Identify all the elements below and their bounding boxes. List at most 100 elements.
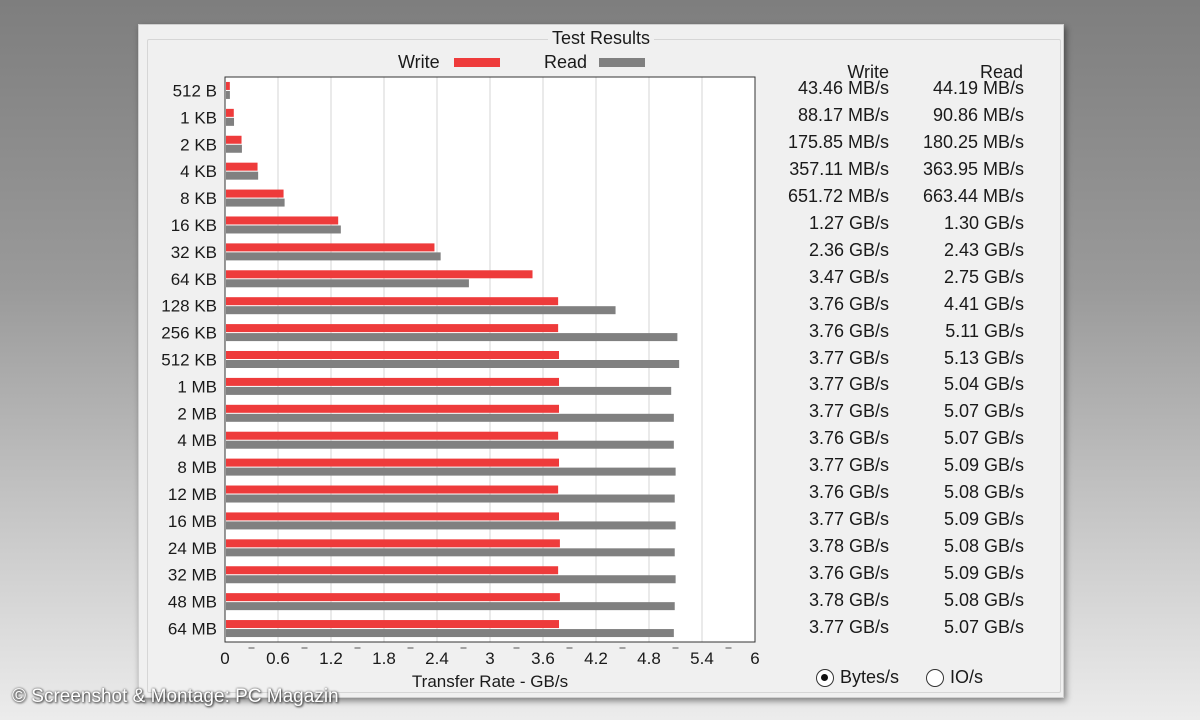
- read-bar: [226, 252, 441, 261]
- chart-title: Test Results: [139, 28, 1063, 49]
- write-bar: [226, 431, 559, 440]
- x-tick-label: 2.4: [425, 649, 449, 668]
- write-bar: [226, 135, 242, 144]
- io-per-second-label: IO/s: [950, 667, 984, 687]
- write-value: 3.77 GB/s: [808, 347, 889, 368]
- radio-bytes-indicator[interactable]: [816, 668, 834, 687]
- write-value: 88.17 MB/s: [797, 105, 889, 126]
- x-tick-label: 3: [485, 649, 494, 668]
- write-bar: [226, 324, 559, 333]
- read-bar: [226, 144, 242, 153]
- read-bar: [226, 225, 341, 234]
- category-label: 64 MB: [168, 620, 217, 639]
- x-tick-label: 0.6: [266, 649, 290, 668]
- write-bar: [226, 189, 284, 198]
- write-value: 3.78 GB/s: [808, 535, 889, 556]
- write-bar: [226, 593, 560, 602]
- write-bar: [226, 81, 230, 90]
- legend-read-swatch: [599, 58, 645, 67]
- read-bar: [226, 386, 672, 395]
- write-bar: [226, 485, 559, 494]
- category-label: 512 KB: [161, 351, 217, 370]
- results-panel: Test Results Write Read 0 0.6 1.2 1.8 2.4 3 3.…: [138, 24, 1064, 698]
- bytes-per-second-radio[interactable]: Bytes/s: [816, 667, 899, 688]
- x-tick-label: 5.4: [690, 649, 714, 668]
- legend-read-label: Read: [544, 52, 588, 72]
- read-bar: [226, 171, 259, 180]
- category-label: 32 MB: [168, 566, 217, 585]
- read-bar: [226, 575, 676, 584]
- x-tick-label: 0: [220, 649, 229, 668]
- radio-io-indicator[interactable]: [926, 668, 944, 687]
- write-bar: [226, 512, 560, 521]
- read-value: 5.08 GB/s: [943, 589, 1024, 610]
- read-value: 2.75 GB/s: [943, 266, 1024, 287]
- read-bar: [226, 360, 680, 368]
- read-value: 5.07 GB/s: [943, 616, 1024, 637]
- category-label: 16 MB: [168, 512, 217, 531]
- chart-title-text: Test Results: [547, 28, 655, 48]
- category-label: 4 KB: [180, 162, 217, 181]
- category-label: 4 MB: [177, 431, 217, 450]
- read-value: 5.04 GB/s: [943, 374, 1024, 395]
- x-tick-label: 1.2: [319, 649, 343, 668]
- read-bar: [226, 521, 676, 530]
- read-bar: [226, 413, 674, 422]
- bar-chart: 0 0.6 1.2 1.8 2.4 3 3.6 4.2 4.8 5.4 6 Transfer Rate…: [161, 76, 760, 691]
- x-tick-label: 6: [750, 649, 759, 668]
- category-label: 64 KB: [171, 270, 217, 289]
- read-bar: [226, 440, 674, 449]
- read-value: 1.30 GB/s: [943, 212, 1024, 233]
- write-value: 3.77 GB/s: [808, 455, 889, 476]
- write-bar: [226, 539, 560, 548]
- category-label: 32 KB: [171, 243, 217, 262]
- write-value: 43.46 MB/s: [797, 78, 889, 99]
- write-value: 3.76 GB/s: [808, 320, 889, 341]
- category-label: 1 MB: [177, 377, 217, 396]
- io-per-second-radio[interactable]: IO/s: [926, 667, 983, 688]
- write-value: 3.77 GB/s: [808, 374, 889, 395]
- read-bar: [226, 467, 676, 476]
- category-label: 512 B: [173, 81, 217, 100]
- write-bar: [226, 620, 560, 629]
- read-bar: [226, 279, 469, 288]
- write-bar: [226, 377, 560, 386]
- read-bar: [226, 198, 285, 207]
- write-value: 3.77 GB/s: [808, 508, 889, 529]
- write-value: 175.85 MB/s: [787, 132, 889, 153]
- category-label: 24 MB: [168, 539, 217, 558]
- write-bar: [226, 270, 533, 279]
- write-value: 3.77 GB/s: [808, 616, 889, 637]
- read-value: 5.09 GB/s: [943, 562, 1024, 583]
- read-value: 180.25 MB/s: [922, 132, 1024, 153]
- watermark: © Screenshot & Montage: PC Magazin: [12, 686, 339, 707]
- write-value: 357.11 MB/s: [789, 159, 889, 180]
- read-value: 5.13 GB/s: [943, 347, 1024, 368]
- legend-write-swatch: [454, 58, 500, 67]
- write-bar: [226, 243, 435, 252]
- read-value: 44.19 MB/s: [932, 78, 1024, 99]
- read-value: 663.44 MB/s: [922, 186, 1024, 207]
- write-value: 3.76 GB/s: [808, 562, 889, 583]
- write-value: 3.76 GB/s: [808, 428, 889, 449]
- write-value: 2.36 GB/s: [808, 239, 889, 260]
- read-bar: [226, 629, 674, 638]
- x-axis-title: Transfer Rate - GB/s: [412, 672, 568, 691]
- category-label: 2 KB: [180, 135, 217, 154]
- read-value: 4.41 GB/s: [943, 293, 1024, 314]
- read-value: 363.95 MB/s: [922, 159, 1024, 180]
- write-bar: [226, 351, 560, 359]
- write-bar: [226, 566, 559, 575]
- x-tick-label: 3.6: [531, 649, 555, 668]
- category-label: 12 MB: [168, 485, 217, 504]
- bytes-per-second-label: Bytes/s: [840, 667, 900, 687]
- x-tick-label: 1.8: [372, 649, 396, 668]
- write-column-header: Write: [847, 62, 889, 82]
- read-value: 5.09 GB/s: [943, 455, 1024, 476]
- read-bar: [226, 548, 675, 557]
- category-label: 2 MB: [177, 404, 217, 423]
- read-bar: [226, 117, 235, 126]
- read-bar: [226, 306, 616, 315]
- category-label: 16 KB: [171, 216, 217, 235]
- read-value: 5.11 GB/s: [945, 320, 1024, 341]
